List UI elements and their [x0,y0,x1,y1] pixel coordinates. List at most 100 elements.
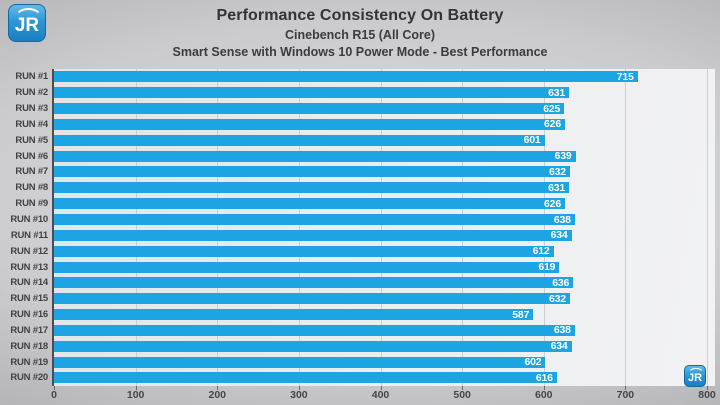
bar: 715 [54,70,638,83]
gridline [217,69,219,386]
bar: 638 [54,324,575,337]
bar-value-label: 634 [550,340,568,353]
x-tick-label: 700 [616,389,635,401]
bar-value-label: 625 [543,102,561,115]
bar: 631 [54,181,570,194]
chart-subtitle: Cinebench R15 (All Core) [284,28,436,42]
chart-row: 612 [54,243,707,259]
run-label: RUN #3 [15,103,48,115]
chart-row: 619 [54,259,707,275]
bar: 638 [54,213,575,226]
bar: 626 [54,197,565,210]
run-label: RUN #15 [10,293,48,305]
x-tick-label: 600 [534,389,553,401]
x-tick-mark [217,386,219,390]
chart-rows: 715 631 625 626 601 639 632 631 626 638 634 612 619 6… [54,69,707,386]
gridlines [54,69,708,386]
bar: 626 [54,118,565,131]
chart-row: 634 [54,227,707,243]
bar-value-label: 715 [616,70,634,83]
chart-row: 625 [54,101,707,117]
chart-row: 626 [54,117,707,133]
gridline [380,69,382,386]
jr-logo-arc-icon [14,7,43,31]
bar-value-label: 631 [548,181,566,194]
run-label: RUN #12 [10,245,48,257]
bar-value-label: 636 [552,276,570,289]
chart-row: 636 [54,275,707,291]
run-label: RUN #11 [10,229,48,241]
chart-row: 632 [54,164,707,180]
jr-logo-arc-icon [688,367,704,380]
run-label: RUN #19 [10,356,48,368]
x-tick-label: 400 [371,389,390,401]
y-axis-labels: RUN #1 RUN #2 RUN #3 RUN #4 RUN #5 RUN #6 RUN … [0,69,48,386]
chart-row: 587 [54,307,707,323]
gridline [707,69,708,386]
run-label: RUN #6 [15,150,48,162]
chart-title: Performance Consistency On Battery [216,7,504,24]
run-label: RUN #18 [10,340,48,352]
gridline [462,69,464,386]
x-tick-mark [625,386,627,390]
chart-row: 631 [54,180,707,196]
bar-value-label: 634 [550,229,568,242]
bar-value-label: 616 [535,371,553,384]
jr-logo-watermark: JR [684,365,706,387]
bar: 601 [54,134,545,146]
run-label: RUN #4 [15,118,48,130]
chart-row: 616 [54,370,707,386]
x-tick-mark [135,386,137,390]
bar: 634 [54,340,572,353]
run-label: RUN #16 [10,309,48,321]
bar-value-label: 632 [548,165,566,178]
chart-row: 602 [54,354,707,370]
gridline [135,69,137,386]
x-tick-mark [707,386,708,390]
bar: 639 [54,150,576,163]
bar: 602 [54,356,546,369]
x-tick-label: 500 [453,389,471,401]
bar-value-label: 602 [524,356,542,369]
bar-value-label: 638 [553,324,571,337]
bar-value-label: 626 [544,118,561,131]
bar-value-label: 638 [553,213,571,226]
bar: 631 [54,87,570,99]
bar: 632 [54,165,570,178]
chart-row: 715 [54,69,707,85]
bar: 587 [54,308,534,321]
run-label: RUN #17 [10,324,48,336]
run-label: RUN #10 [10,214,48,226]
run-label: RUN #9 [15,198,48,210]
bar-value-label: 612 [532,245,550,258]
run-label: RUN #20 [10,372,48,384]
bar-value-label: 619 [538,261,556,274]
bar-value-label: 587 [512,308,530,321]
x-tick-mark [380,386,382,390]
chart-row: 631 [54,85,707,101]
chart-subtitle-2: Smart Sense with Windows 10 Power Mode -… [172,45,548,59]
bar: 634 [54,229,572,242]
y-axis-line [52,69,54,386]
run-label: RUN #7 [15,166,48,178]
chart-row: 639 [54,148,707,164]
run-label: RUN #13 [10,261,48,273]
x-tick-label: 0 [51,389,57,401]
run-label: RUN #2 [15,87,48,99]
x-tick-mark [543,386,545,390]
bar-value-label: 626 [544,197,561,210]
chart-row: 632 [54,291,707,307]
x-tick-label: 300 [290,389,308,401]
chart-header: Performance Consistency On Battery Cineb… [0,0,720,68]
bar: 612 [54,245,554,258]
x-tick-label: 200 [208,389,227,401]
gridline [625,69,627,386]
run-label: RUN #5 [15,134,48,146]
bar-value-label: 639 [554,150,572,163]
gridline [543,69,545,386]
x-tick-mark [462,386,464,390]
bar: 616 [54,371,557,384]
chart-row: 638 [54,323,707,339]
chart-row: 634 [54,338,707,354]
x-tick-label: 100 [126,389,145,401]
